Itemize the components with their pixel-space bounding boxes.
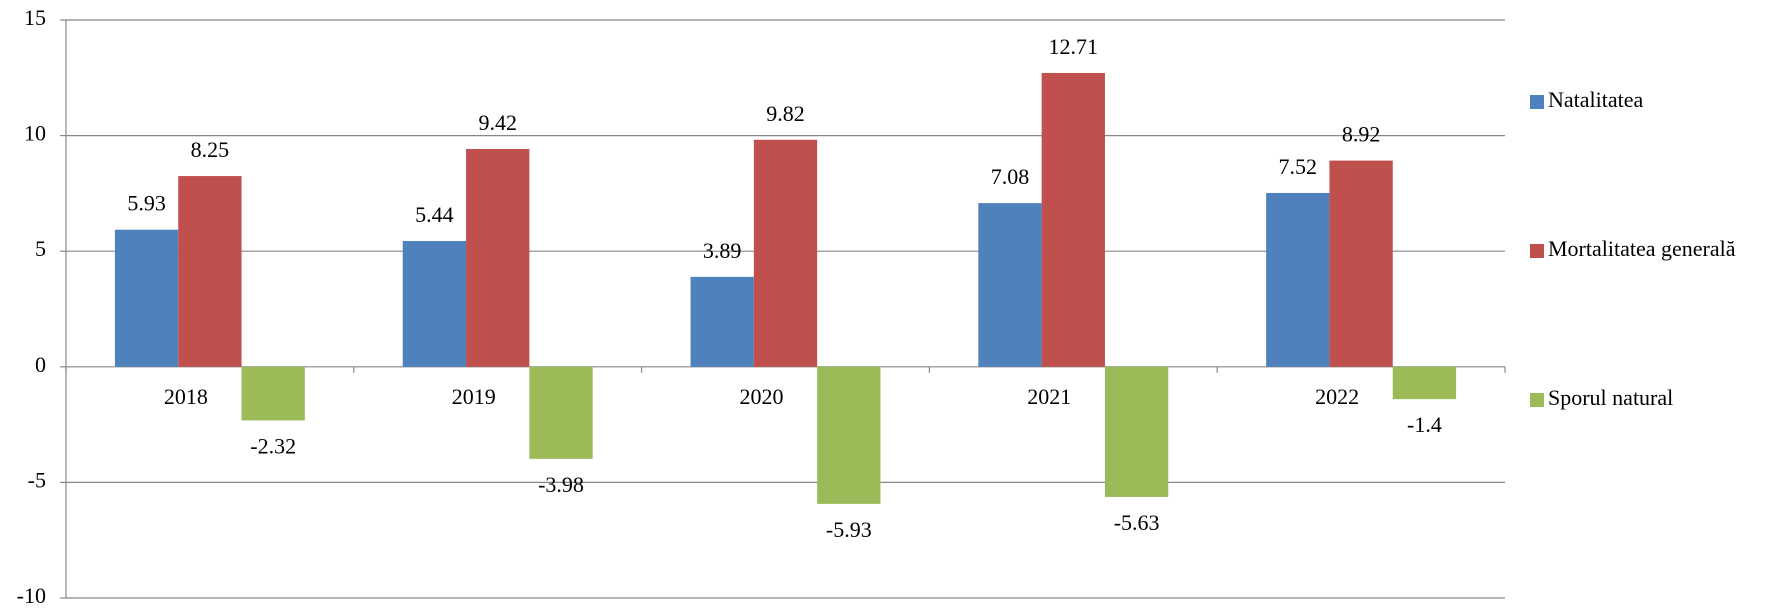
value-label: 3.89 bbox=[703, 238, 742, 263]
legend-label: Natalitatea bbox=[1548, 87, 1644, 112]
legend-label: Sporul natural bbox=[1548, 385, 1673, 410]
bar bbox=[753, 139, 818, 367]
y-tick-label: 10 bbox=[24, 121, 46, 146]
x-tick-label: 2019 bbox=[452, 384, 496, 409]
value-label: 12.71 bbox=[1049, 34, 1099, 59]
value-label: -5.63 bbox=[1114, 510, 1160, 535]
bar bbox=[1329, 160, 1393, 367]
bar bbox=[1266, 192, 1330, 367]
legend-label: Mortalitatea generală bbox=[1548, 236, 1736, 261]
bar bbox=[114, 229, 179, 367]
legend-swatch bbox=[1530, 95, 1544, 109]
y-tick-label: 5 bbox=[35, 236, 46, 261]
bar bbox=[1104, 366, 1169, 497]
bar bbox=[978, 203, 1042, 367]
legend-swatch bbox=[1530, 244, 1544, 258]
value-label: 8.25 bbox=[191, 137, 230, 162]
y-tick-label: 0 bbox=[35, 352, 46, 377]
value-label: -1.4 bbox=[1407, 412, 1442, 437]
y-tick-label: -10 bbox=[17, 583, 46, 608]
bar bbox=[241, 366, 305, 421]
legend-swatch bbox=[1530, 393, 1544, 407]
value-label: 8.92 bbox=[1342, 122, 1381, 147]
x-tick-label: 2021 bbox=[1027, 384, 1071, 409]
value-label: 9.42 bbox=[478, 110, 517, 135]
value-label: 5.93 bbox=[127, 191, 166, 216]
x-tick-label: 2018 bbox=[164, 384, 208, 409]
value-label: 5.44 bbox=[415, 202, 454, 227]
bar bbox=[690, 276, 754, 367]
bar bbox=[402, 241, 467, 367]
value-label: -3.98 bbox=[538, 472, 584, 497]
bar bbox=[1041, 72, 1105, 367]
y-tick-label: -5 bbox=[28, 467, 46, 492]
value-label: 7.08 bbox=[991, 164, 1030, 189]
bar bbox=[529, 366, 593, 459]
value-label: -2.32 bbox=[250, 433, 296, 458]
x-tick-label: 2020 bbox=[740, 384, 784, 409]
y-tick-label: 15 bbox=[24, 5, 46, 30]
x-tick-label: 2022 bbox=[1315, 384, 1359, 409]
value-label: 9.82 bbox=[766, 101, 805, 126]
bar bbox=[466, 149, 530, 367]
bar bbox=[1392, 366, 1457, 400]
value-label: 7.52 bbox=[1279, 154, 1318, 179]
value-label: -5.93 bbox=[826, 517, 872, 542]
bar bbox=[178, 176, 242, 367]
bar bbox=[817, 366, 881, 504]
